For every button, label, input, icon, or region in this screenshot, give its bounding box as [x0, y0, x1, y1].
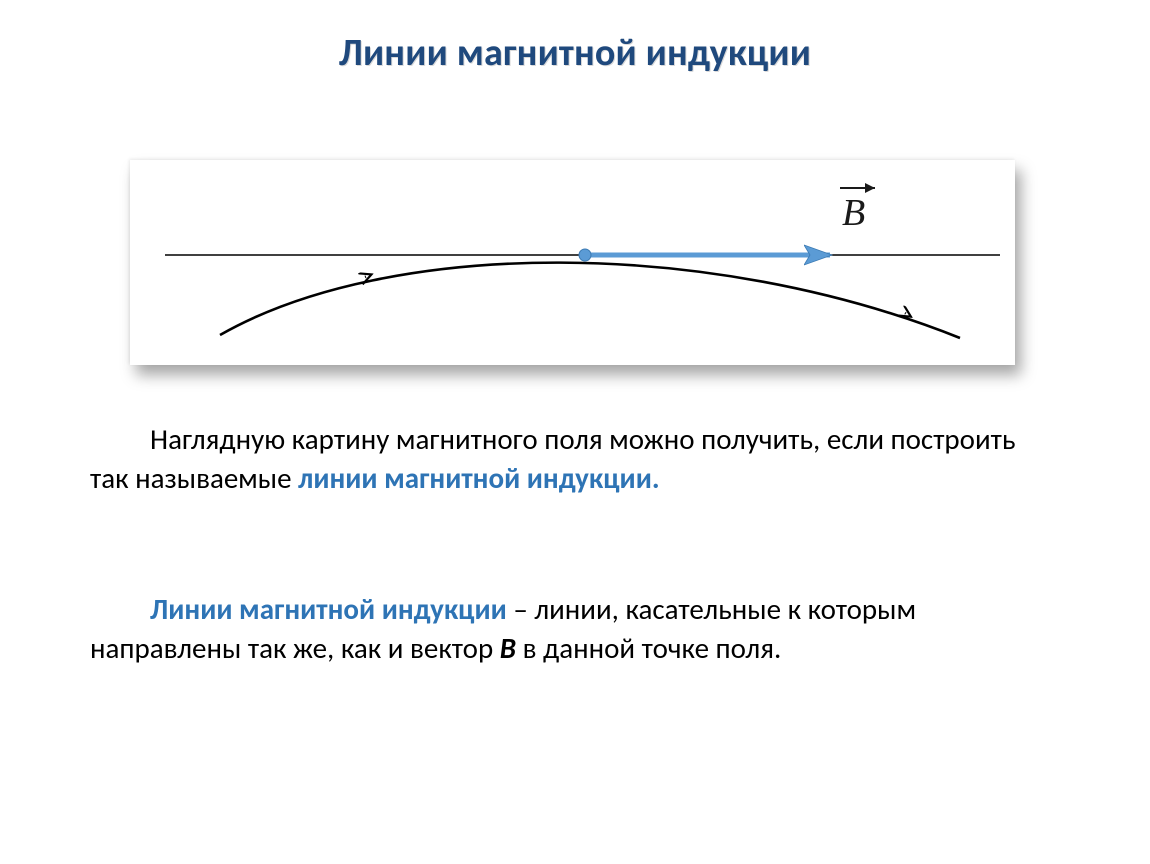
p1-term: линии магнитной индукции.	[298, 460, 660, 496]
b-vector-label: B	[842, 192, 865, 234]
figure-container: B	[130, 160, 1015, 365]
p2-part2: в данной точке поля.	[516, 630, 781, 666]
p2-term: Линии магнитной индукции	[150, 591, 507, 627]
p2-vec: B	[500, 630, 516, 666]
induction-figure: B	[130, 160, 1015, 365]
paragraph-2: Линии магнитной индукции – линии, касате…	[90, 590, 1060, 668]
curve-arrow-right	[905, 313, 906, 314]
field-line-curve	[220, 263, 960, 338]
slide-title: Линии магнитной индукции	[0, 30, 1150, 76]
tangent-point	[579, 249, 591, 261]
paragraph-1: Наглядную картину магнитного поля можно …	[90, 420, 1060, 498]
